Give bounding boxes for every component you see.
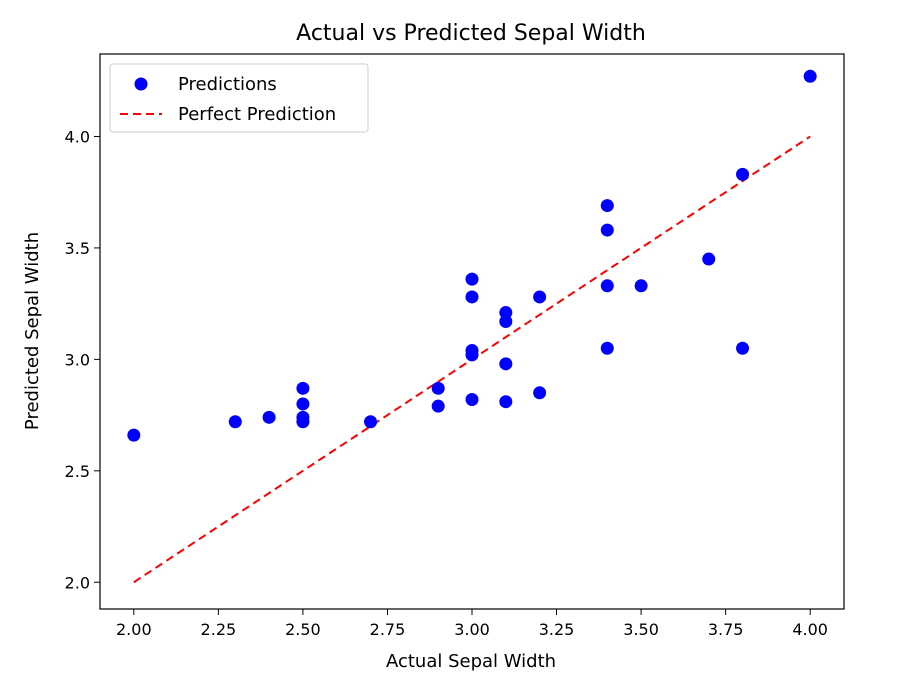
prediction-point [465,290,479,304]
prediction-point [499,306,513,320]
prediction-point [431,381,445,395]
x-axis-label: Actual Sepal Width [386,651,556,672]
prediction-point [533,386,547,400]
legend-marker-predictions [134,77,148,91]
prediction-point [296,415,310,429]
prediction-point [465,392,479,406]
y-axis-label: Predicted Sepal Width [22,232,43,430]
prediction-point [228,415,242,429]
x-tick-label: 2.25 [201,620,237,639]
x-tick-label: 3.00 [454,620,490,639]
prediction-point [431,399,445,413]
prediction-point [499,395,513,409]
y-tick-label: 4.0 [65,127,90,146]
prediction-point [803,69,817,83]
legend-label-predictions: Predictions [178,74,277,95]
prediction-point [127,428,141,442]
x-tick-label: 2.75 [370,620,406,639]
prediction-point [600,199,614,213]
prediction-point [600,223,614,237]
x-tick-label: 2.50 [285,620,321,639]
x-tick-label: 3.50 [623,620,659,639]
x-tick-label: 4.00 [792,620,828,639]
prediction-point [600,279,614,293]
prediction-point [634,279,648,293]
legend-label-perfect-prediction: Perfect Prediction [178,104,336,125]
series-layer [127,69,817,584]
prediction-point [736,341,750,355]
plot-frame [99,53,845,610]
y-axis: 2.0 2.5 3.0 3.5 4.0 [65,127,100,592]
legend-frame [109,63,369,133]
prediction-point [499,314,513,328]
prediction-point [262,410,276,424]
prediction-point [533,290,547,304]
chart-title: Actual vs Predicted Sepal Width [296,21,646,46]
prediction-point [364,415,378,429]
plot-area [99,53,845,610]
prediction-point [736,167,750,181]
y-tick-label: 2.0 [65,573,90,592]
prediction-point [296,381,310,395]
prediction-point [296,397,310,411]
y-tick-label: 3.5 [65,239,90,258]
x-tick-label: 3.75 [708,620,744,639]
prediction-point [465,348,479,362]
prediction-point [600,341,614,355]
prediction-point [702,252,716,266]
x-tick-label: 3.25 [539,620,575,639]
prediction-point [499,357,513,371]
x-axis: 2.00 2.25 2.50 2.75 3.00 3.25 3.50 3.75 4.00 [116,609,828,639]
prediction-point [465,272,479,286]
y-tick-label: 2.5 [65,462,90,481]
x-tick-label: 2.00 [116,620,152,639]
legend: Predictions Perfect Prediction [109,63,369,133]
y-tick-label: 3.0 [65,350,90,369]
